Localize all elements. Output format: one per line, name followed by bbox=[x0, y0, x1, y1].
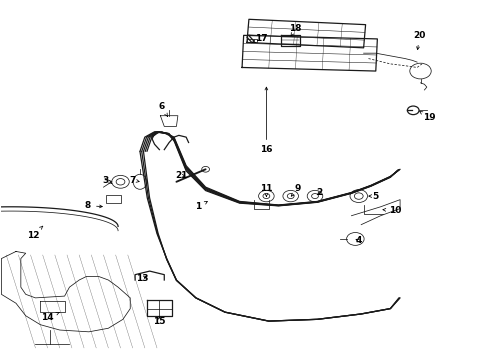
Text: 8: 8 bbox=[84, 201, 102, 210]
Text: 3: 3 bbox=[102, 176, 112, 185]
Text: 18: 18 bbox=[289, 24, 301, 36]
Text: 13: 13 bbox=[136, 274, 148, 283]
Text: 5: 5 bbox=[368, 192, 378, 201]
Bar bbox=[106, 195, 121, 203]
Text: 6: 6 bbox=[159, 102, 167, 117]
Text: 9: 9 bbox=[291, 184, 301, 196]
Text: 4: 4 bbox=[355, 236, 361, 245]
Text: 17: 17 bbox=[252, 35, 267, 44]
Text: 16: 16 bbox=[260, 87, 272, 154]
Text: 2: 2 bbox=[316, 188, 323, 197]
Text: 12: 12 bbox=[27, 226, 43, 240]
Text: 15: 15 bbox=[153, 316, 165, 325]
Text: 21: 21 bbox=[175, 171, 187, 180]
Text: 19: 19 bbox=[419, 112, 435, 122]
Text: 20: 20 bbox=[412, 31, 425, 50]
Text: 11: 11 bbox=[260, 184, 272, 197]
Text: 10: 10 bbox=[382, 206, 401, 215]
Text: 1: 1 bbox=[195, 202, 207, 211]
Circle shape bbox=[201, 166, 209, 172]
Text: 14: 14 bbox=[41, 312, 59, 322]
Text: 7: 7 bbox=[129, 176, 139, 185]
